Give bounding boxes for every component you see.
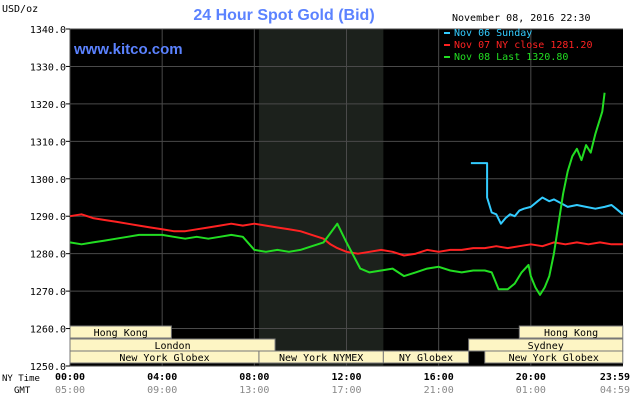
chart-datetime: November 08, 2016 22:30 xyxy=(452,13,590,24)
session-label: Hong Kong xyxy=(544,328,598,339)
y-tick-label: 1330.0 xyxy=(30,62,66,73)
y-tick-label: 1280.0 xyxy=(30,250,66,261)
series-line-2 xyxy=(69,213,623,257)
session-bar xyxy=(69,325,172,339)
session-label: Hong Kong xyxy=(94,328,148,339)
legend-entry: Nov 06 Sunday xyxy=(454,28,532,39)
legend-entry: Nov 08 Last 1320.80 xyxy=(454,52,568,63)
y-axis-unit: USD/oz xyxy=(2,4,38,15)
x-axis-ticks: 00:00 05:00 04:00 09:00 08:00 13:00 12:00 17:00… xyxy=(55,372,630,396)
x-tick-label-ny: 12:00 xyxy=(331,372,361,383)
grid-lines xyxy=(69,28,623,367)
x-tick-label-ny: 23:59 xyxy=(600,372,630,383)
y-tick-label: 1310.0 xyxy=(30,137,66,148)
x-tick-label-ny: 16:00 xyxy=(424,372,454,383)
y-tick-label: 1300.0 xyxy=(30,175,66,186)
x-tick-label-ny: 08:00 xyxy=(239,372,269,383)
session-bar xyxy=(518,325,624,339)
legend-entry: Nov 07 NY close 1281.20 xyxy=(454,40,592,51)
session-label: New York Globex xyxy=(119,353,209,364)
x-axis-label-ny: NY Time xyxy=(2,374,40,384)
y-tick-label: 1260.0 xyxy=(30,325,66,336)
x-tick-label-gmt: 21:00 xyxy=(424,385,454,396)
price-series xyxy=(69,92,624,296)
session-bar xyxy=(382,350,470,364)
y-tick-label: 1320.0 xyxy=(30,100,66,111)
x-tick-label-gmt: 05:00 xyxy=(55,385,85,396)
session-label: Sydney xyxy=(528,341,564,352)
x-tick-label-gmt: 04:59 xyxy=(600,385,630,396)
chart-title: 24 Hour Spot Gold (Bid) xyxy=(193,7,374,24)
x-tick-label-ny: 20:00 xyxy=(516,372,546,383)
y-axis-ticks: 1340.0 1330.0 1320.0 1310.0 1300.0 1290.0 1280… xyxy=(30,25,70,373)
x-tick-label-gmt: 13:00 xyxy=(239,385,269,396)
session-label: NY Globex xyxy=(399,353,453,364)
x-tick-label-gmt: 01:00 xyxy=(516,385,546,396)
series-line-3 xyxy=(69,92,606,296)
series-line-1 xyxy=(470,162,624,225)
y-tick-label: 1250.0 xyxy=(30,362,66,373)
x-tick-label-gmt: 09:00 xyxy=(147,385,177,396)
y-tick-label: 1340.0 xyxy=(30,25,66,36)
session-label: New York Globex xyxy=(509,353,599,364)
y-tick-label: 1270.0 xyxy=(30,287,66,298)
x-tick-label-gmt: 17:00 xyxy=(331,385,361,396)
x-tick-label-ny: 04:00 xyxy=(147,372,177,383)
session-bar xyxy=(484,350,624,364)
x-axis-label-gmt: GMT xyxy=(14,386,31,396)
nymex-session-shade xyxy=(258,29,384,366)
y-tick-label: 1290.0 xyxy=(30,212,66,223)
session-label: New York NYMEX xyxy=(279,353,363,364)
session-label: London xyxy=(154,341,190,352)
kitco-brand: www.kitco.com xyxy=(73,41,183,58)
x-tick-label-ny: 00:00 xyxy=(55,372,85,383)
